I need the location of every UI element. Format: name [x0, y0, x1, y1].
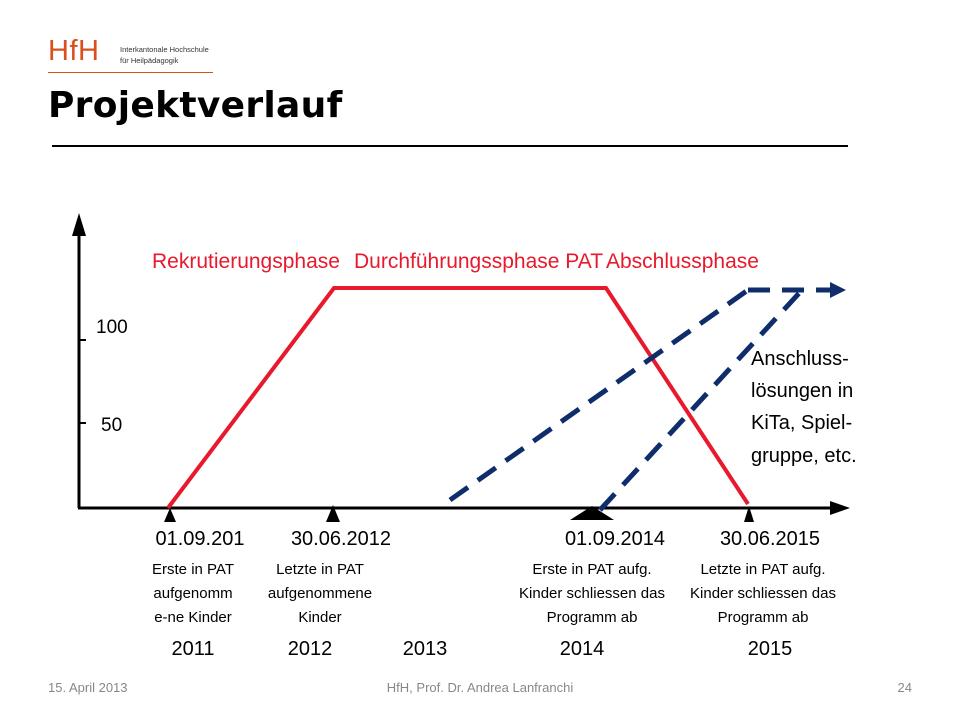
milestone-1-description: Erste in PAT aufgenomm e-ne Kinder	[152, 561, 234, 626]
logo-subtitle: Interkantonale Hochschule für Heilpädago…	[120, 44, 230, 66]
followup-line-2	[598, 288, 804, 512]
phase-line	[166, 286, 750, 510]
milestone-1-desc-line-1: Erste in PAT	[152, 561, 234, 578]
milestone-2-date: 30.06.2012	[291, 528, 391, 550]
milestone-2-desc-line-1: Letzte in PAT	[276, 561, 364, 578]
milestone-2-description: Letzte in PAT aufgenommene Kinder	[268, 561, 372, 626]
milestone-3-desc-line-2: Kinder schliessen das	[519, 585, 665, 602]
milestone-1-desc-line-3: e-ne Kinder	[154, 609, 232, 626]
footer-date: 15. April 2013	[48, 680, 128, 695]
title-rule	[52, 145, 848, 147]
milestone-marker-2	[326, 505, 340, 522]
y-axis-arrowhead	[72, 213, 86, 236]
year-label-2011: 2011	[171, 638, 214, 660]
y-tick-50: 50	[101, 415, 122, 436]
milestone-4-date: 30.06.2015	[720, 528, 820, 550]
annotation-line-1: Anschluss-	[751, 348, 849, 370]
footer-page-number: 24	[897, 680, 912, 695]
milestone-3-date: 01.09.2014	[565, 528, 665, 550]
phase-label-closing: Abschlussphase	[606, 250, 759, 273]
followup-lines	[448, 282, 846, 512]
year-label-2012: 2012	[288, 638, 333, 660]
annotation-line-2: lösungen in	[751, 380, 853, 402]
phase-label-implementation: Durchführungssphase PAT	[354, 250, 603, 273]
followup-line-1	[448, 287, 750, 503]
milestone-markers	[164, 505, 754, 522]
logo-mark: HfH	[48, 35, 100, 67]
milestone-3-desc-line-1: Erste in PAT aufg.	[532, 561, 651, 578]
axes	[72, 213, 850, 515]
milestone-2-desc-line-2: aufgenommene	[268, 585, 372, 602]
y-tick-100: 100	[96, 317, 128, 338]
milestone-4-desc-line-1: Letzte in PAT aufg.	[700, 561, 825, 578]
milestone-3-description: Erste in PAT aufg. Kinder schliessen das…	[519, 561, 665, 626]
year-label-2013: 2013	[403, 638, 448, 660]
milestone-1-desc-line-2: aufgenomm	[153, 585, 232, 602]
milestone-4-description: Letzte in PAT aufg. Kinder schliessen da…	[690, 561, 836, 626]
x-axis-arrowhead	[830, 501, 850, 515]
logo-subtitle-line-1: Interkantonale Hochschule	[120, 45, 209, 54]
logo-subtitle-line-2: für Heilpädagogik	[120, 56, 179, 65]
milestone-marker-4	[744, 506, 754, 522]
phase-label-recruitment: Rekrutierungsphase	[152, 250, 340, 273]
milestone-4-desc-line-3: Programm ab	[718, 609, 809, 626]
milestone-3-desc-line-3: Programm ab	[547, 609, 638, 626]
annotation-line-4: gruppe, etc.	[751, 445, 857, 467]
milestone-1-date: 01.09.201	[156, 528, 245, 550]
annotation-line-3: KiTa, Spiel-	[751, 412, 852, 434]
slide-title: Projektverlauf	[48, 85, 343, 126]
followup-arrowhead	[830, 282, 846, 298]
milestone-marker-1	[164, 508, 176, 522]
year-label-2015: 2015	[748, 638, 793, 660]
milestone-2-desc-line-3: Kinder	[298, 609, 341, 626]
year-label-2014: 2014	[560, 638, 605, 660]
milestone-marker-3	[570, 506, 614, 520]
milestone-4-desc-line-2: Kinder schliessen das	[690, 585, 836, 602]
followup-annotation: Anschluss- lösungen in KiTa, Spiel- grup…	[751, 348, 857, 467]
logo-rule	[48, 72, 213, 73]
footer-author: HfH, Prof. Dr. Andrea Lanfranchi	[386, 680, 574, 695]
